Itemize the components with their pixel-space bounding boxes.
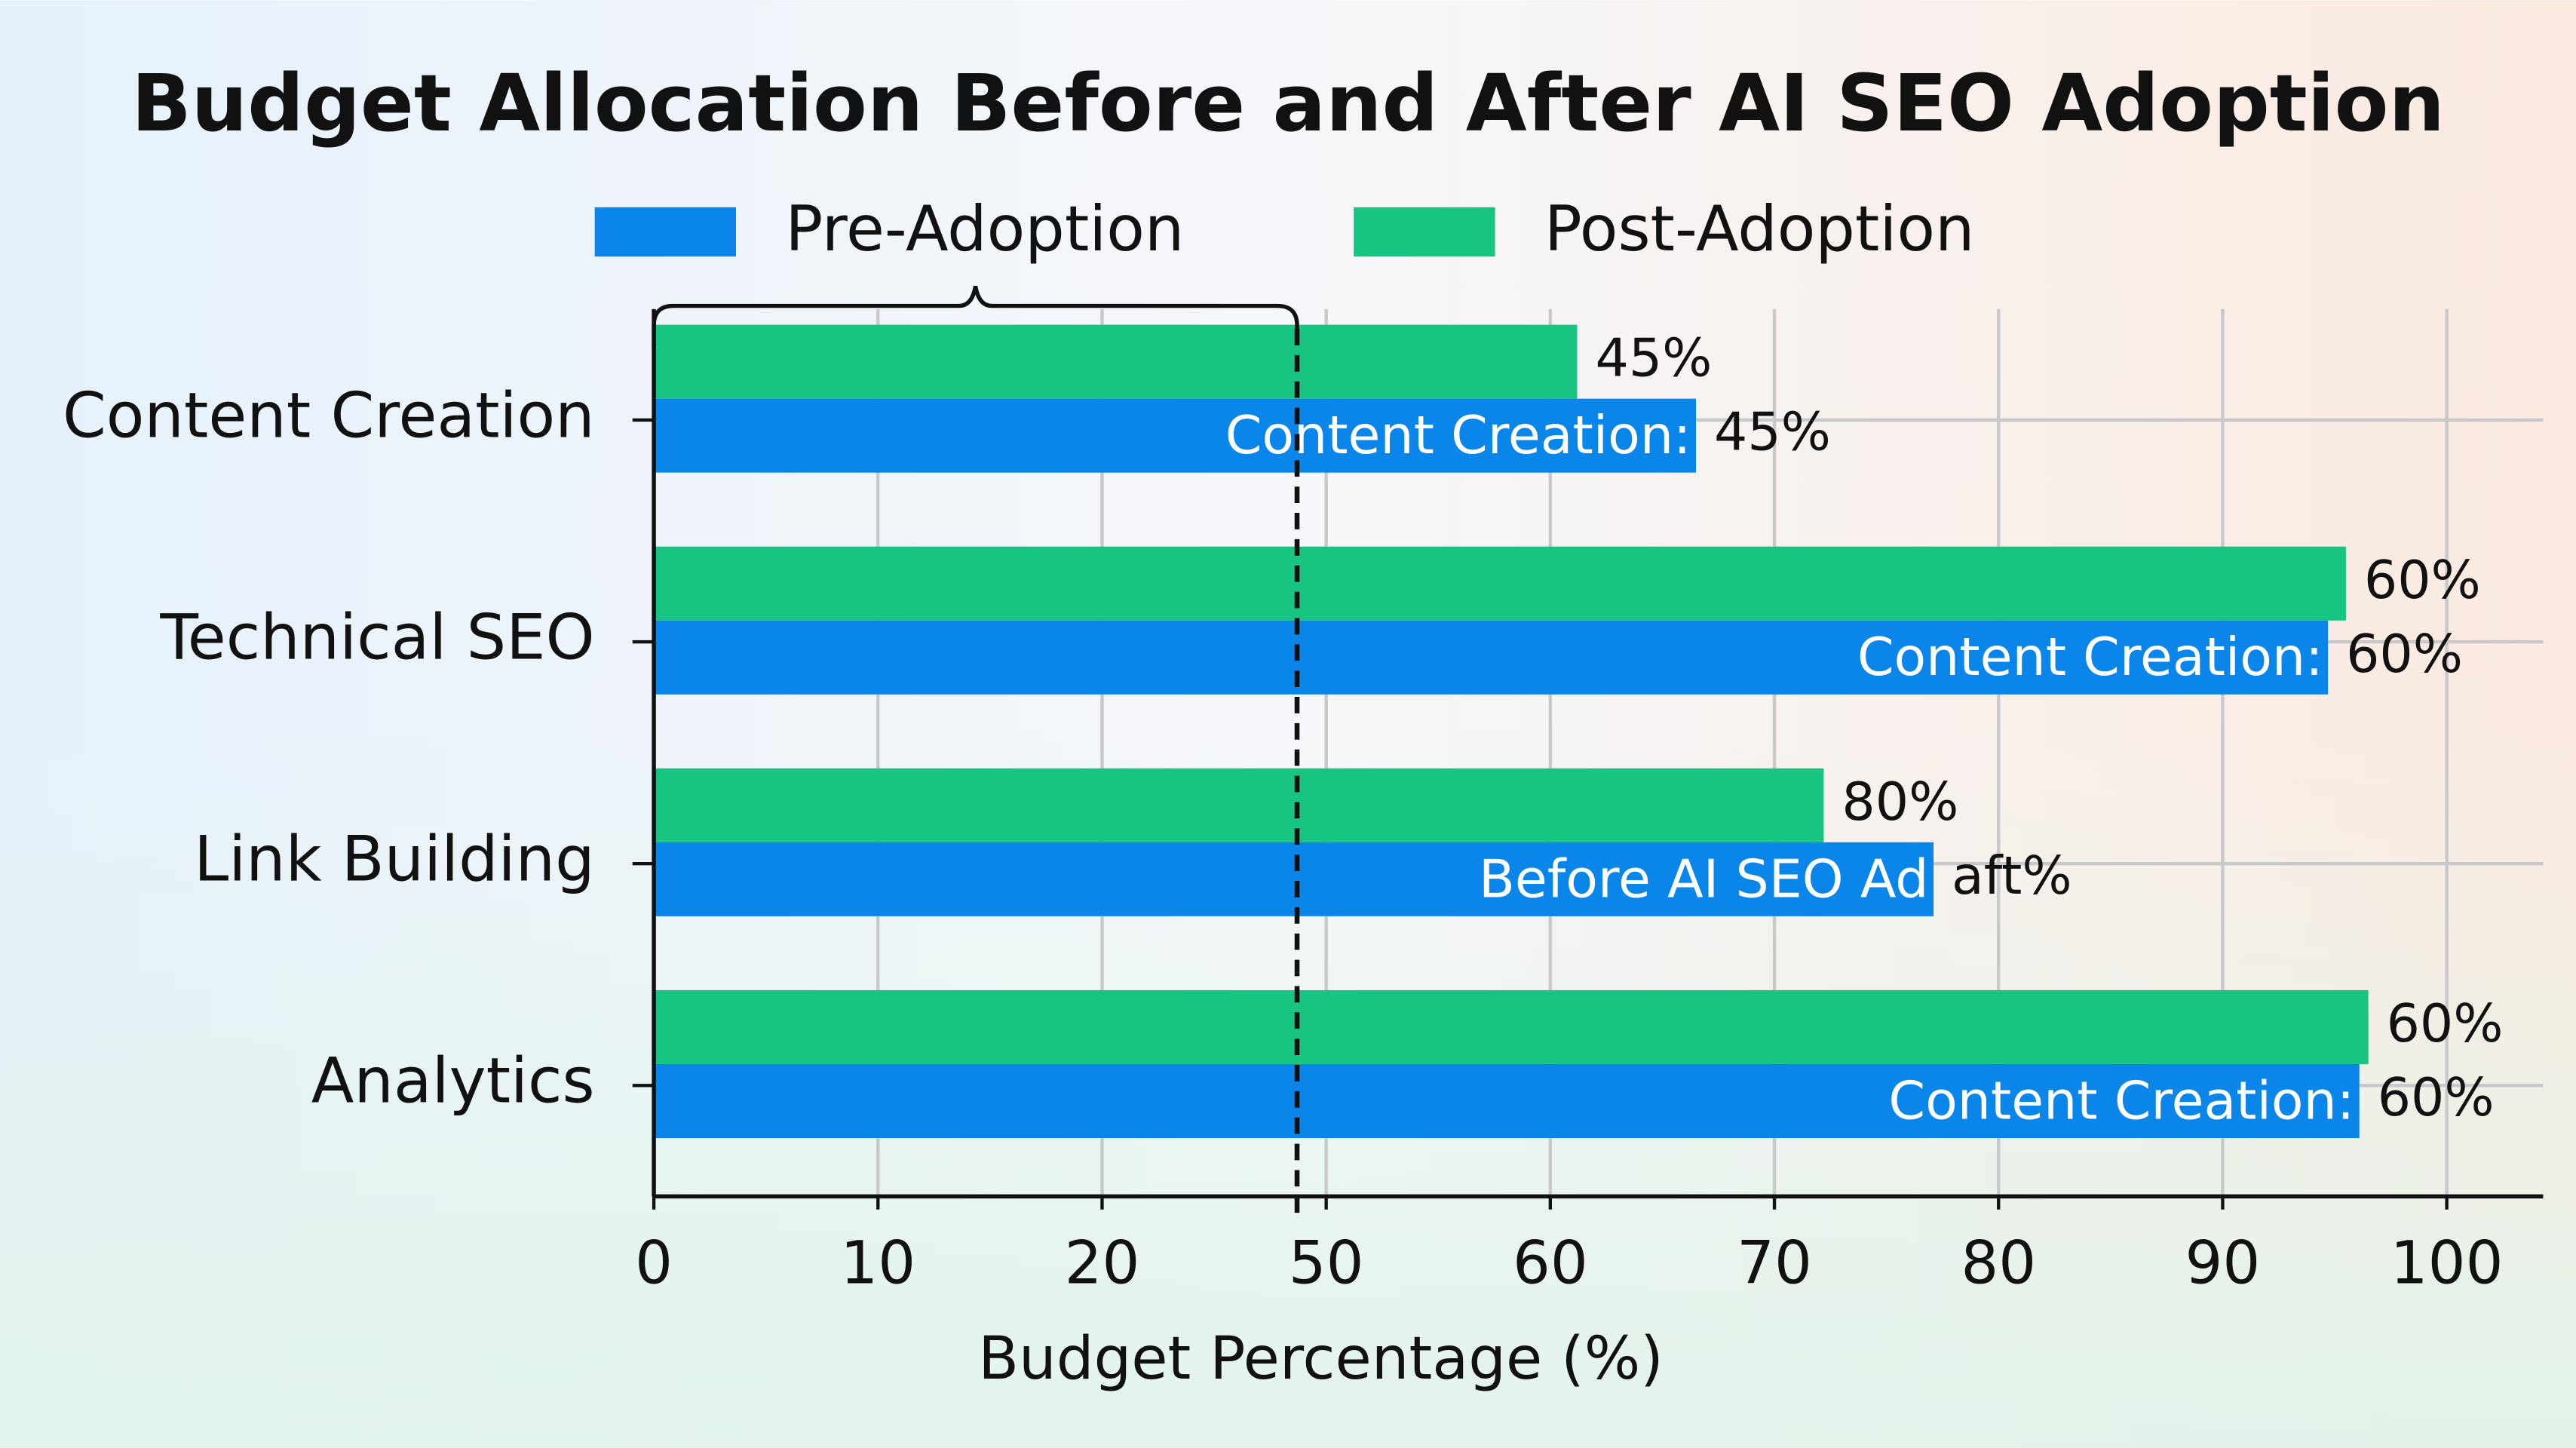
bar bbox=[654, 546, 2346, 621]
bar-inside-label: Content Creation: bbox=[1225, 405, 1691, 466]
bar-end-label: 45% bbox=[1595, 328, 1712, 389]
x-tick-label: 70 bbox=[1737, 1229, 1812, 1298]
x-tick-label: 100 bbox=[2390, 1229, 2504, 1298]
x-tick-label: 60 bbox=[1513, 1229, 1588, 1298]
x-tick-label: 0 bbox=[635, 1229, 673, 1298]
bar bbox=[654, 768, 1824, 842]
bar bbox=[654, 398, 1697, 473]
legend-swatch bbox=[594, 207, 736, 257]
bar-end-label: 60% bbox=[2378, 1067, 2495, 1128]
bar-end-label: 80% bbox=[1842, 772, 1958, 833]
y-tick-label: Analytics bbox=[311, 1045, 595, 1118]
brace bbox=[652, 285, 1299, 349]
bar-inside-label: Content Creation: bbox=[1888, 1070, 2354, 1131]
bar bbox=[654, 324, 1578, 399]
legend-label: Pre-Adoption bbox=[785, 192, 1184, 265]
y-tick-label: Technical SEO bbox=[159, 601, 594, 674]
x-tick-label: 90 bbox=[2185, 1229, 2261, 1298]
legend-swatch bbox=[1354, 207, 1495, 257]
y-tick-label: Content Creation bbox=[63, 379, 595, 452]
bar bbox=[654, 842, 1934, 916]
bar-end-label: 60% bbox=[2364, 550, 2481, 611]
legend-label: Post-Adoption bbox=[1544, 192, 1975, 265]
bar bbox=[654, 989, 2369, 1064]
bar-end-label: aft% bbox=[1952, 845, 2072, 907]
bar-end-label: 45% bbox=[1714, 402, 1831, 463]
bar bbox=[654, 620, 2329, 695]
y-tick-label: Link Building bbox=[194, 823, 595, 896]
x-tick-label: 80 bbox=[1961, 1229, 2036, 1298]
bar-end-label: 60% bbox=[2346, 624, 2463, 685]
x-axis-label: Budget Percentage (%) bbox=[978, 1324, 1664, 1393]
bar-inside-label: Before AI SEO Ad bbox=[1479, 848, 1928, 910]
bar-end-label: 60% bbox=[2387, 993, 2504, 1054]
x-tick-label: 20 bbox=[1065, 1229, 1140, 1298]
bar bbox=[654, 1063, 2360, 1138]
chart-title: Budget Allocation Before and After AI SE… bbox=[131, 57, 2445, 149]
bar-inside-label: Content Creation: bbox=[1857, 627, 2323, 688]
x-tick-label: 10 bbox=[840, 1229, 915, 1298]
x-tick-label: 50 bbox=[1289, 1229, 1364, 1298]
